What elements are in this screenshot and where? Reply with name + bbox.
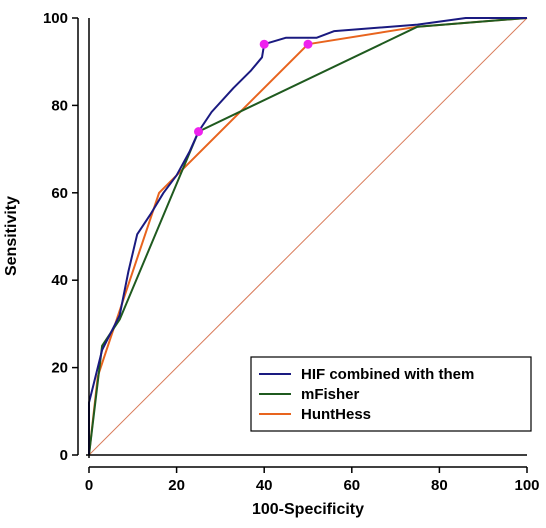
reference-diagonal-line bbox=[88, 17, 528, 456]
x-tick-label-2: 40 bbox=[256, 477, 273, 494]
y-tick-label-4: 80 bbox=[51, 97, 68, 114]
legend-box bbox=[250, 356, 532, 432]
x-tick-label-1: 20 bbox=[168, 477, 185, 494]
criterion-marker-0 bbox=[194, 127, 203, 137]
series-line-0 bbox=[88, 17, 527, 455]
y-tick-label-3: 60 bbox=[51, 185, 68, 202]
y-tick-label-5: 100 bbox=[43, 10, 68, 27]
series-line-2 bbox=[88, 17, 528, 456]
x-tick-label-5: 100 bbox=[514, 477, 539, 494]
x-tick-label-3: 60 bbox=[343, 477, 360, 494]
criterion-marker-2 bbox=[303, 39, 313, 49]
y-axis-title: Sensitivity bbox=[3, 196, 20, 276]
y-tick-label-2: 40 bbox=[51, 272, 68, 289]
legend-label-2: HuntHess bbox=[301, 406, 371, 423]
x-tick-label-4: 80 bbox=[431, 477, 448, 494]
x-tick-label-0: 0 bbox=[85, 477, 93, 494]
legend-label-1: mFisher bbox=[301, 386, 360, 403]
x-axis-title: 100-Specificity bbox=[252, 501, 364, 518]
y-tick-label-1: 20 bbox=[51, 360, 68, 377]
legend-label-0: HIF combined with them bbox=[301, 366, 474, 383]
y-tick-label-0: 0 bbox=[60, 447, 68, 464]
criterion-marker-1 bbox=[259, 39, 269, 49]
series-line-1 bbox=[88, 17, 528, 456]
